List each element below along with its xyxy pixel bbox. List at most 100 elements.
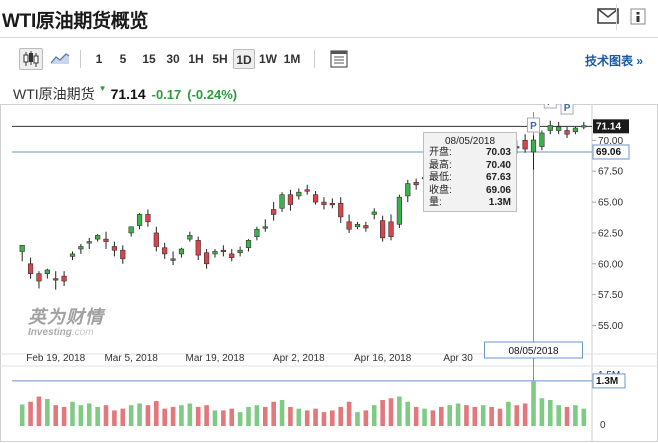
candle-body[interactable] [128,226,134,234]
candle-body[interactable] [220,249,226,253]
candle-body[interactable] [581,125,587,128]
candle-body[interactable] [27,263,34,274]
candle-body[interactable] [279,194,285,209]
interval-15[interactable]: 15 [142,52,156,66]
candle-body[interactable] [354,223,361,228]
candle-body[interactable] [371,211,377,215]
page-header: WTI原油期货概览 [0,0,658,38]
candle-body[interactable] [254,228,260,237]
candle-body[interactable] [44,269,50,274]
candle-body[interactable] [329,203,335,206]
candle-body[interactable] [296,191,302,197]
interval-1d[interactable]: 1D [233,49,255,69]
candle-body[interactable] [136,214,143,226]
candle-body[interactable] [388,221,394,237]
candle-body[interactable] [380,220,386,239]
candle-body[interactable] [203,252,210,265]
candle-body[interactable] [405,183,411,197]
candle-body[interactable] [170,258,176,261]
candle-body[interactable] [187,235,193,240]
interval-5[interactable]: 5 [119,52,127,66]
candle-body[interactable] [162,247,168,255]
candle-body[interactable] [36,273,42,282]
investing-watermark: 英为财情 Investing.com [28,303,104,338]
candle-body[interactable] [153,232,159,247]
volume-bar [28,401,33,426]
volume-bar [195,406,201,426]
last-price: 71.14 [110,86,146,102]
volume-bar [279,400,285,426]
candle-body[interactable] [86,241,92,244]
tooltip-value: 67.63 [485,172,511,183]
x-tick-label: Apr 16, 2018 [354,353,412,364]
candle-body[interactable] [212,251,218,255]
candle-body[interactable] [556,126,562,131]
area-chart-button[interactable] [48,48,72,70]
candle-body[interactable] [304,189,310,192]
candle-body[interactable] [178,248,185,255]
candle-body[interactable] [271,209,277,215]
candle-body[interactable] [19,244,25,252]
candle-body[interactable] [287,194,294,205]
interval-30[interactable]: 30 [166,52,180,66]
candle-body[interactable] [547,125,553,131]
candle-body[interactable] [530,139,537,153]
technical-chart-link[interactable]: 技术图表 » [585,54,644,68]
info-icon[interactable] [627,6,647,26]
tooltip-label: 量: [429,197,442,208]
candle-body[interactable] [564,130,570,135]
event-marker[interactable]: P [560,104,574,115]
email-icon[interactable] [597,6,619,26]
candle-body[interactable] [195,240,201,256]
area-chart-icon [50,53,70,64]
candle-body[interactable] [338,203,344,218]
candle-body[interactable] [346,221,352,230]
interval-1w[interactable]: 1W [259,52,277,66]
candle-body[interactable] [120,249,126,260]
candle-body[interactable] [572,127,579,133]
candle-body[interactable] [363,225,369,229]
volume-bar [371,405,377,426]
toolbar-divider [314,50,315,68]
candle-body[interactable] [103,238,109,242]
candle-body[interactable] [95,235,101,240]
event-marker[interactable]: P [543,104,557,109]
candle-body[interactable] [69,253,76,257]
candle-body[interactable] [413,182,419,186]
volume-bar [464,405,469,426]
watermark-cn: 英为财情 [28,307,104,327]
last-price-label: 71.14 [596,121,621,132]
volume-bar [237,412,243,426]
volume-bar [271,401,276,426]
candle-body[interactable] [53,278,59,281]
candle-body[interactable] [539,132,545,147]
candle-body[interactable] [312,194,319,203]
candle-body[interactable] [61,275,67,282]
candle-body[interactable] [237,249,243,253]
volume-bar [204,405,209,426]
interval-1[interactable]: 1 [95,52,103,66]
chart-toolbar: 1 5 15 30 1H 5H 1D 1W 1M 技术图表 » [0,44,658,74]
candle-body[interactable] [396,196,403,225]
candle-body[interactable] [78,246,84,250]
candle-body[interactable] [321,201,327,205]
candle-body[interactable] [262,226,268,229]
candle-body[interactable] [111,246,118,251]
candle-body[interactable] [229,253,235,258]
instrument-name: WTI原油期货 [13,86,95,102]
layout-toggle-button[interactable] [327,48,351,70]
price-chart[interactable]: 55.00 57.50 60.00 62.50 65.00 67.50 70.00 Feb 1… [0,104,658,443]
volume-bar [430,410,436,426]
interval-1m[interactable]: 1M [283,52,301,66]
event-marker-box [527,117,541,133]
candlestick-chart-button[interactable] [19,48,43,70]
candle-body[interactable] [522,140,528,150]
ohlc-tooltip: 08/05/2018 开盘: 70.03 最高: 70.40 最低: 67.63 收盘… [423,132,517,212]
candle-body[interactable] [245,240,252,249]
volume-bar [221,410,226,426]
interval-1h[interactable]: 1H [188,52,204,66]
interval-5h[interactable]: 5H [212,52,228,66]
x-tick-label: Mar 19, 2018 [186,353,245,364]
event-marker[interactable]: P [527,117,541,133]
candle-body[interactable] [145,214,151,223]
